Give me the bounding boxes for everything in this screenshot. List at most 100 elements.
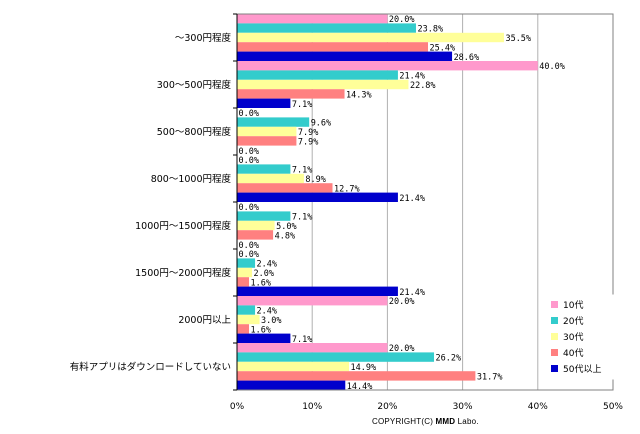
bar <box>237 324 250 334</box>
data-label: 0.0% <box>239 203 259 213</box>
legend-label: 30代 <box>563 332 583 343</box>
bar <box>237 173 304 184</box>
legend-label: 40代 <box>563 348 583 359</box>
bar <box>237 70 398 80</box>
data-label: 7.9% <box>298 137 318 147</box>
data-label: 0.0% <box>239 147 259 157</box>
bar <box>237 126 297 137</box>
bar <box>237 32 504 43</box>
data-label: 20.0% <box>389 15 415 25</box>
legend-swatch <box>551 317 558 324</box>
bar <box>237 277 250 287</box>
x-tick-label: 30% <box>453 402 473 412</box>
axes: 0% 10% 20% 30% 40% 50% ～300円程度 300～500円程度 500～80… <box>70 13 623 412</box>
bar <box>237 305 256 315</box>
data-label: 31.7% <box>477 372 503 382</box>
legend-label: 50代以上 <box>563 364 601 375</box>
data-label: 35.5% <box>505 34 531 44</box>
data-label: 7.1% <box>292 100 312 110</box>
category-label: 有料アプリはダウンロードしていない <box>70 361 231 373</box>
bar <box>237 380 346 390</box>
data-label: 21.4% <box>399 288 425 298</box>
data-label: 0.0% <box>239 109 259 119</box>
data-label: 0.0% <box>239 250 259 260</box>
data-label: 14.9% <box>351 363 377 373</box>
bar <box>237 89 345 99</box>
data-label: 7.9% <box>298 128 318 138</box>
bar <box>237 136 297 146</box>
data-label: 3.0% <box>261 316 281 326</box>
bar <box>237 14 388 24</box>
category-label: 2000円以上 <box>178 315 231 326</box>
legend-swatch <box>551 365 558 372</box>
data-label: 8.9% <box>305 175 325 185</box>
copyright-notice: COPYRIGHT(C) MMD Labo. <box>372 417 479 426</box>
category-label: 1000円～1500円程度 <box>135 220 231 232</box>
category-label: 500～800円程度 <box>157 126 232 138</box>
data-label: 2.4% <box>257 260 277 270</box>
bar <box>237 371 476 381</box>
legend-label: 20代 <box>563 316 583 327</box>
data-label: 21.4% <box>399 72 425 82</box>
data-label: 14.3% <box>346 90 372 100</box>
data-label: 14.4% <box>347 382 373 392</box>
copyright-prefix: COPYRIGHT(C) <box>372 417 436 426</box>
x-tick-label: 40% <box>528 402 548 412</box>
data-label: 2.4% <box>257 307 277 317</box>
data-label: 7.1% <box>292 213 312 223</box>
data-label: 7.1% <box>292 335 312 345</box>
legend-swatch <box>551 301 558 308</box>
x-tick-label: 0% <box>230 402 245 412</box>
category-label: 1500円～2000円程度 <box>135 267 231 279</box>
bar <box>237 42 429 52</box>
category-label: 800～1000円程度 <box>151 173 232 185</box>
bar <box>237 117 310 127</box>
bar <box>237 164 291 174</box>
bar <box>237 211 291 221</box>
category-label: 300～500円程度 <box>157 79 232 91</box>
data-label: 23.8% <box>417 25 443 35</box>
data-label: 25.4% <box>430 43 456 53</box>
data-label: 5.0% <box>276 222 296 232</box>
bar <box>237 333 291 343</box>
bar <box>237 79 409 90</box>
x-tick-label: 50% <box>603 402 623 412</box>
bar <box>237 314 260 325</box>
data-label: 1.6% <box>251 278 271 288</box>
data-label: 1.6% <box>251 325 271 335</box>
bar <box>237 220 275 231</box>
bar <box>237 51 453 61</box>
bar <box>237 296 388 306</box>
copyright-brand: MMD <box>435 417 456 426</box>
data-label: 26.2% <box>436 354 462 364</box>
bar <box>237 267 253 278</box>
value-labels: 20.0%23.8%35.5%25.4%28.6%40.0%21.4%22.8%… <box>239 15 565 392</box>
bar <box>237 23 416 33</box>
bar <box>237 258 256 268</box>
data-label: 7.1% <box>292 166 312 176</box>
bar <box>237 183 333 193</box>
bar <box>237 286 398 296</box>
copyright-suffix: Labo. <box>455 417 479 426</box>
bar <box>237 352 435 362</box>
legend-label: 10代 <box>563 300 583 311</box>
bar <box>237 230 274 240</box>
legend-swatch <box>551 333 558 340</box>
data-label: 2.0% <box>254 269 274 279</box>
data-label: 0.0% <box>239 156 259 166</box>
data-label: 4.8% <box>275 231 295 241</box>
data-label: 20.0% <box>389 344 415 354</box>
x-tick-label: 10% <box>302 402 322 412</box>
bar <box>237 61 538 71</box>
data-label: 0.0% <box>239 241 259 251</box>
bar <box>237 98 291 108</box>
data-label: 40.0% <box>539 62 565 72</box>
bar <box>237 192 398 202</box>
data-label: 22.8% <box>410 81 436 91</box>
legend: 10代 20代 30代 40代 50代以上 <box>544 294 617 380</box>
data-label: 20.0% <box>389 297 415 307</box>
bars <box>237 14 538 390</box>
legend-swatch <box>551 349 558 356</box>
data-label: 12.7% <box>334 184 360 194</box>
